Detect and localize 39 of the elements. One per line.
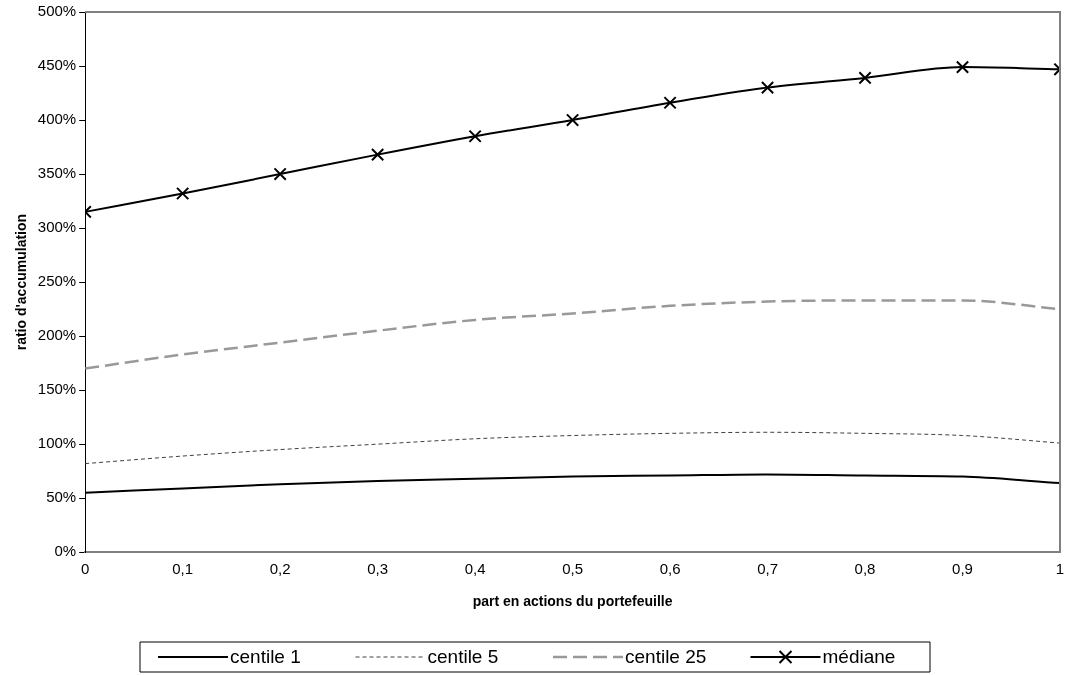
legend-label: centile 5 <box>427 646 499 668</box>
x-tick-label: 0,6 <box>659 560 681 578</box>
y-tick-label: 0% <box>54 542 77 560</box>
x-tick-label: 0,8 <box>854 560 876 578</box>
y-tick-label: 400% <box>37 110 77 128</box>
point <box>858 71 872 85</box>
y-tick-label: 50% <box>46 488 77 506</box>
y-tick-label: 250% <box>37 272 77 290</box>
point <box>955 60 970 74</box>
y-tick-label: 350% <box>37 164 77 182</box>
y-axis-title: ratio d'accumulation <box>13 213 30 351</box>
x-tick-label: 0,5 <box>562 560 584 578</box>
x-tick-label: 0 <box>80 560 90 578</box>
y-tick-label: 450% <box>37 56 77 74</box>
x-tick-label: 0,2 <box>269 560 291 578</box>
x-tick-label: 0,4 <box>464 560 486 578</box>
y-tick-label: 200% <box>37 326 77 344</box>
x-tick-label: 1 <box>1055 560 1065 578</box>
legend-label: centile 25 <box>625 646 707 668</box>
point <box>273 167 287 181</box>
y-tick-label: 100% <box>37 434 77 452</box>
line-series <box>85 473 1060 494</box>
legend-label: centile 1 <box>230 646 301 668</box>
x-axis-title: part en actions du portefeuille <box>472 593 673 610</box>
x-tick-label: 0,3 <box>367 560 389 578</box>
x-tick-label: 0,9 <box>952 560 973 578</box>
y-tick-label: 300% <box>37 218 77 236</box>
y-tick-label: 500% <box>37 2 77 20</box>
y-tick-label: 150% <box>37 380 77 398</box>
point <box>468 129 482 143</box>
x-tick-label: 0,1 <box>172 560 194 578</box>
line-series <box>85 431 1060 465</box>
point <box>663 96 677 110</box>
point <box>175 186 190 201</box>
x-tick-label: 0,7 <box>757 560 778 578</box>
point <box>370 147 385 162</box>
point <box>565 113 580 127</box>
legend-label: médiane <box>822 646 896 668</box>
point <box>760 80 775 95</box>
